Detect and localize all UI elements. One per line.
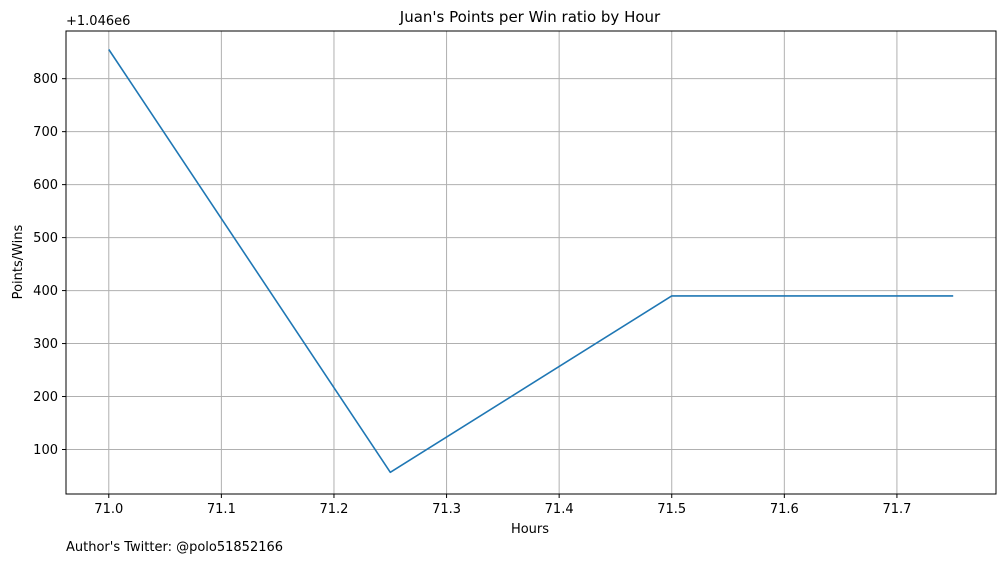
y-tick-label: 800 [33, 72, 58, 87]
author-credit: Author's Twitter: @polo51852166 [66, 540, 283, 555]
plot-frame [65, 30, 997, 495]
series-group [108, 49, 954, 474]
y-tick-label: 700 [33, 125, 58, 140]
y-tick-label: 100 [33, 443, 58, 458]
x-tick-label: 71.2 [319, 502, 348, 517]
y-tick-label: 300 [33, 337, 58, 352]
x-axis-label: Hours [511, 522, 549, 537]
y-axis-label: Points/Wins [11, 224, 26, 299]
x-tick-label: 71.3 [432, 502, 461, 517]
y-tick-label: 500 [33, 231, 58, 246]
x-tick-label: 71.6 [770, 502, 799, 517]
y-tick-label: 400 [33, 284, 58, 299]
y-offset-label: +1.046e6 [66, 14, 130, 29]
x-tick-label: 71.0 [94, 502, 123, 517]
series-line [108, 49, 954, 474]
chart-title: Juan's Points per Win ratio by Hour [399, 8, 661, 26]
x-tick-label: 71.1 [207, 502, 236, 517]
grid-lines [66, 31, 996, 494]
x-tick-label: 71.7 [882, 502, 911, 517]
y-tick-label: 200 [33, 390, 58, 405]
x-axis-ticks: 71.0 71.1 71.2 71.3 71.4 71.5 71.6 71.7 [94, 494, 911, 517]
y-tick-label: 600 [33, 178, 58, 193]
x-tick-label: 71.5 [657, 502, 686, 517]
y-axis-ticks: 100 200 300 400 500 600 700 800 [33, 72, 66, 458]
x-tick-label: 71.4 [545, 502, 574, 517]
